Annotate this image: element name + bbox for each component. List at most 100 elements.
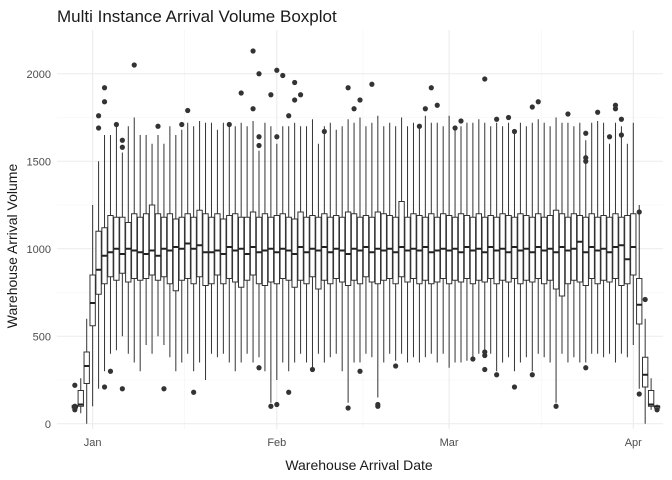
outlier-point (482, 76, 488, 82)
box-2024-03-13 (517, 122, 524, 363)
outlier-point (101, 85, 108, 91)
y-tick-label: 2000 (27, 69, 51, 81)
box-2024-03-05 (469, 122, 477, 362)
box-2024-01-20 (202, 122, 209, 380)
iqr-box (410, 213, 417, 279)
box-2024-01-28 (249, 48, 257, 363)
outlier-point (250, 106, 256, 112)
outlier-point (529, 104, 535, 110)
outlier-point (256, 365, 262, 371)
box-2024-01-05 (113, 121, 120, 351)
iqr-box (642, 356, 649, 388)
outlier-point (422, 106, 428, 112)
y-tick-label: 500 (33, 331, 51, 343)
iqr-box (606, 216, 613, 283)
x-tick-label: Jan (84, 437, 102, 449)
iqr-box (386, 215, 393, 279)
outlier-point (95, 113, 102, 119)
outlier-point (119, 137, 125, 143)
outlier-point (268, 92, 274, 98)
box-2024-02-20 (386, 122, 393, 354)
iqr-box (552, 209, 560, 290)
iqr-box (303, 216, 310, 285)
iqr-box (279, 213, 286, 279)
box-2024-02-19 (380, 126, 387, 363)
box-2024-02-01 (273, 67, 280, 408)
iqr-box (529, 216, 536, 283)
iqr-box (350, 213, 358, 281)
iqr-box (208, 216, 215, 285)
box-2024-02-08 (315, 143, 322, 354)
iqr-box (440, 213, 447, 279)
box-2024-03-16 (535, 99, 542, 354)
outlier-point (292, 79, 298, 86)
outlier-point (636, 209, 642, 215)
box-2024-02-13 (344, 85, 352, 411)
outlier-point (393, 363, 399, 369)
iqr-box (220, 218, 227, 285)
iqr-box (618, 216, 625, 286)
box-2024-01-06 (119, 137, 126, 392)
box-2024-03-01 (445, 115, 453, 368)
box-2024-04-04 (647, 378, 655, 410)
outlier-point (72, 403, 78, 409)
iqr-box (344, 211, 352, 286)
iqr-box (119, 216, 126, 274)
box-2024-02-17 (368, 81, 376, 358)
outlier-point (256, 142, 262, 149)
box-2024-01-15 (172, 135, 179, 372)
box-2024-01-11 (148, 143, 156, 354)
box-2024-03-27 (600, 122, 607, 358)
iqr-box (243, 216, 251, 281)
box-2024-03-31 (624, 143, 631, 358)
box-2024-03-20 (558, 122, 566, 354)
box-2024-03-03 (457, 118, 465, 363)
outlier-point (452, 125, 458, 131)
box-2024-02-02 (279, 72, 286, 363)
outlier-point (238, 90, 244, 96)
box-2024-01-17 (184, 107, 191, 354)
chart-title: Multi Instance Arrival Volume Boxplot (57, 7, 337, 26)
box-2024-01-03 (101, 85, 108, 390)
box-2024-03-28 (606, 134, 613, 354)
iqr-box (232, 213, 239, 283)
iqr-box (77, 390, 84, 407)
iqr-box (576, 215, 583, 283)
outlier-point (309, 366, 316, 373)
box-2024-04-05 (653, 404, 661, 413)
outlier-point (268, 403, 274, 409)
box-2024-01-02 (95, 113, 102, 389)
iqr-box (148, 204, 156, 276)
outlier-point (505, 114, 512, 121)
box-2024-03-29 (612, 102, 619, 363)
y-tick-label: 1500 (27, 156, 51, 168)
iqr-box (131, 213, 138, 279)
iqr-box (255, 216, 263, 285)
y-tick-label: 0 (45, 419, 51, 431)
outlier-point (274, 134, 280, 140)
iqr-box (125, 222, 132, 283)
box-2024-01-30 (261, 122, 269, 372)
iqr-box (95, 230, 102, 295)
box-2024-01-31 (267, 92, 275, 409)
iqr-box (422, 216, 429, 281)
iqr-box (636, 278, 643, 325)
box-2024-01-04 (107, 135, 114, 374)
outlier-point (274, 67, 280, 73)
box-2024-02-18 (374, 115, 381, 409)
iqr-box (570, 213, 578, 281)
outlier-point (375, 401, 381, 408)
outlier-point (345, 85, 351, 91)
outlier-point (191, 389, 197, 395)
outlier-point (321, 128, 327, 135)
iqr-box (380, 213, 387, 281)
box-2024-02-10 (327, 122, 334, 358)
x-axis-ticks: Jan Feb Mar Apr (84, 437, 642, 449)
box-2024-03-06 (475, 119, 482, 354)
box-2024-03-15 (529, 104, 536, 378)
iqr-box (392, 216, 399, 285)
outlier-point (565, 111, 571, 117)
iqr-box (202, 213, 209, 286)
outlier-point (357, 368, 363, 374)
outlier-point (250, 48, 256, 54)
